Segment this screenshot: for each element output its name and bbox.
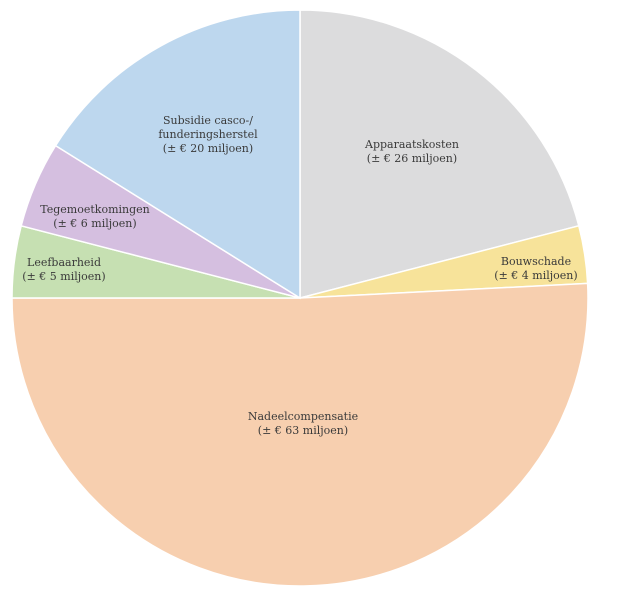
pie-label-nadeelcompensatie: Nadeelcompensatie (± € 63 miljoen) [248,410,358,437]
pie-label-bouwschade: Bouwschade (± € 4 miljoen) [494,255,577,282]
pie-label-tegemoetkomingen: Tegemoetkomingen (± € 6 miljoen) [40,203,149,230]
pie-label-amount: (± € 4 miljoen) [494,269,577,282]
pie-label-amount: (± € 5 miljoen) [22,270,105,283]
pie-label-amount: (± € 63 miljoen) [258,424,348,437]
pie-label-amount: (± € 20 miljoen) [163,142,253,155]
pie-slice-apparaatskosten [299,9,580,299]
pie-label-apparaatskosten: Apparaatskosten (± € 26 miljoen) [364,138,459,165]
pie-label-amount: (± € 6 miljoen) [53,217,136,230]
pie-slice-nadeelcompensatie [11,282,589,587]
pie-slices [11,9,589,587]
pie-slice-subsidie-casco-funderingsherstel [54,9,301,300]
pie-label-amount: (± € 26 miljoen) [367,152,457,165]
pie-labels: Apparaatskosten (± € 26 miljoen) Bouwschad… [22,114,577,437]
pie-label-subsidie-casco-funderingsherstel: Subsidie casco-/funderingsherstel (± € 20… [158,114,258,155]
pie-label-leefbaarheid: Leefbaarheid (± € 5 miljoen) [22,256,105,283]
